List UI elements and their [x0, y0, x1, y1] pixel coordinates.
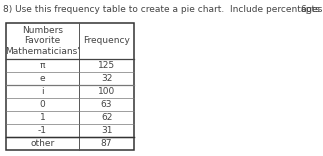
Text: 8) Use this frequency table to create a pie chart.  Include percentages.: 8) Use this frequency table to create a …: [3, 5, 323, 14]
Text: π: π: [40, 61, 45, 70]
Text: Frequency: Frequency: [83, 37, 130, 45]
Text: 32: 32: [101, 74, 112, 83]
Text: -1: -1: [38, 126, 47, 135]
Bar: [6, 23, 134, 150]
Text: i: i: [41, 87, 44, 96]
Text: 62: 62: [101, 113, 112, 122]
Text: 6pts: 6pts: [300, 5, 320, 14]
Text: 87: 87: [101, 139, 112, 148]
Text: 63: 63: [101, 100, 112, 109]
Text: other: other: [30, 139, 55, 148]
Text: 125: 125: [98, 61, 115, 70]
Text: e: e: [40, 74, 45, 83]
Text: Numbers: Numbers: [22, 26, 63, 35]
Text: 100: 100: [98, 87, 115, 96]
Text: Favorite: Favorite: [24, 37, 61, 45]
Text: 1: 1: [40, 113, 45, 122]
Text: Mathematicians': Mathematicians': [5, 47, 80, 56]
Text: 0: 0: [40, 100, 45, 109]
Text: 31: 31: [101, 126, 112, 135]
